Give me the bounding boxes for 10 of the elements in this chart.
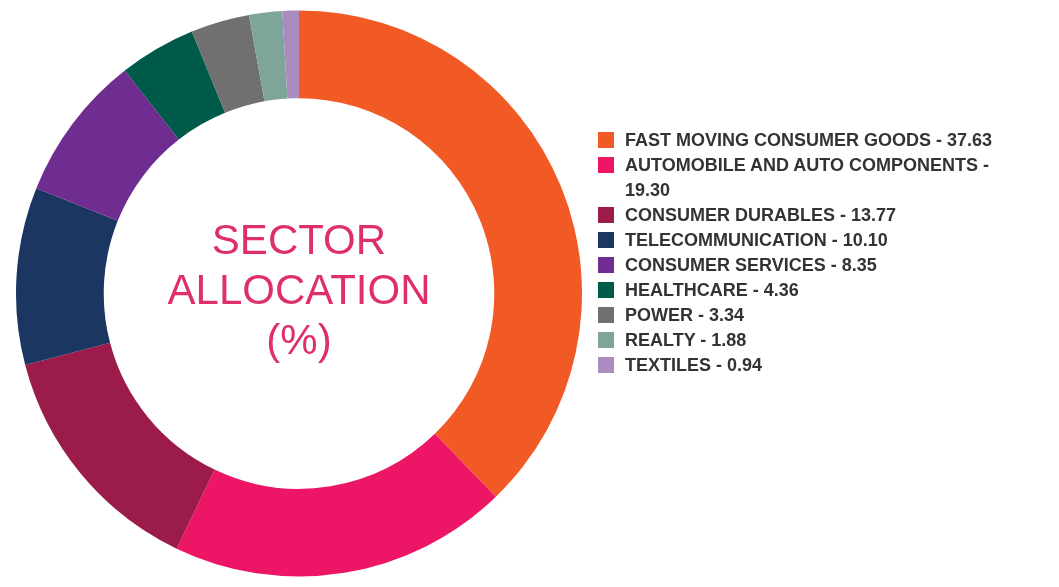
legend-label: CONSUMER SERVICES - 8.35 xyxy=(625,254,877,277)
legend-label: TEXTILES - 0.94 xyxy=(625,354,763,377)
legend-label: TELECOMMUNICATION - 10.10 xyxy=(625,229,888,252)
legend-label: FAST MOVING CONSUMER GOODS - 37.63 xyxy=(625,129,993,152)
legend-label: CONSUMER DURABLES - 13.77 xyxy=(625,204,897,227)
legend-label: AUTOMOBILE AND AUTO COMPONENTS - 19.30 xyxy=(625,154,990,202)
legend-label: REALTY - 1.88 xyxy=(625,329,747,352)
text: SECTOR ALLOCATION (%) xyxy=(166,215,432,365)
legend-label: HEALTHCARE - 4.36 xyxy=(625,279,799,302)
legend-label: POWER - 3.34 xyxy=(625,304,745,327)
